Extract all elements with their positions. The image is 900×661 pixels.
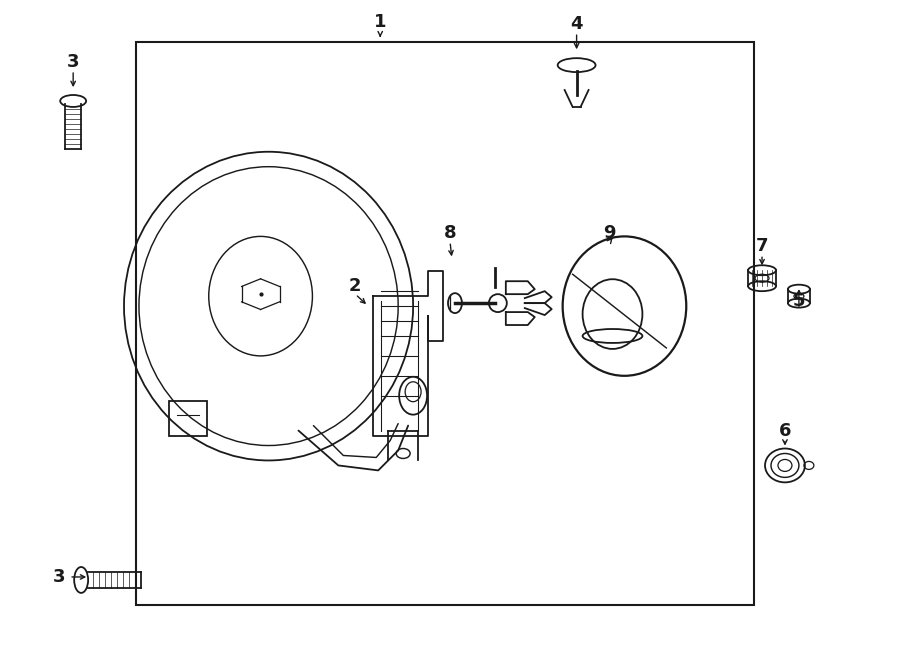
Text: 2: 2	[349, 277, 362, 295]
Text: 8: 8	[444, 225, 456, 243]
Text: 5: 5	[793, 292, 806, 310]
Text: 1: 1	[374, 13, 386, 31]
Text: 6: 6	[778, 422, 791, 440]
Bar	[136, 42, 754, 605]
Bar	[169, 401, 207, 436]
Text: 3: 3	[67, 53, 79, 71]
Text: 7: 7	[756, 237, 769, 255]
Text: 3: 3	[53, 568, 66, 586]
Text: 4: 4	[571, 15, 583, 33]
Text: 9: 9	[603, 225, 616, 243]
